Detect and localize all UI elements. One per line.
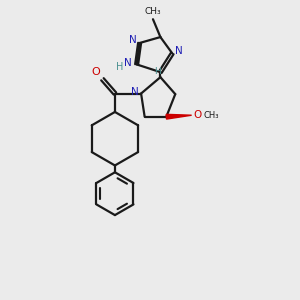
Text: H: H	[154, 67, 161, 76]
Text: N: N	[175, 46, 183, 56]
Text: O: O	[194, 110, 202, 120]
Text: H: H	[116, 62, 123, 72]
Text: O: O	[92, 67, 100, 77]
Polygon shape	[166, 114, 192, 119]
Text: CH₃: CH₃	[203, 111, 219, 120]
Text: N: N	[124, 58, 132, 68]
Text: N: N	[131, 87, 138, 97]
Text: N: N	[129, 35, 137, 45]
Text: CH₃: CH₃	[145, 7, 161, 16]
